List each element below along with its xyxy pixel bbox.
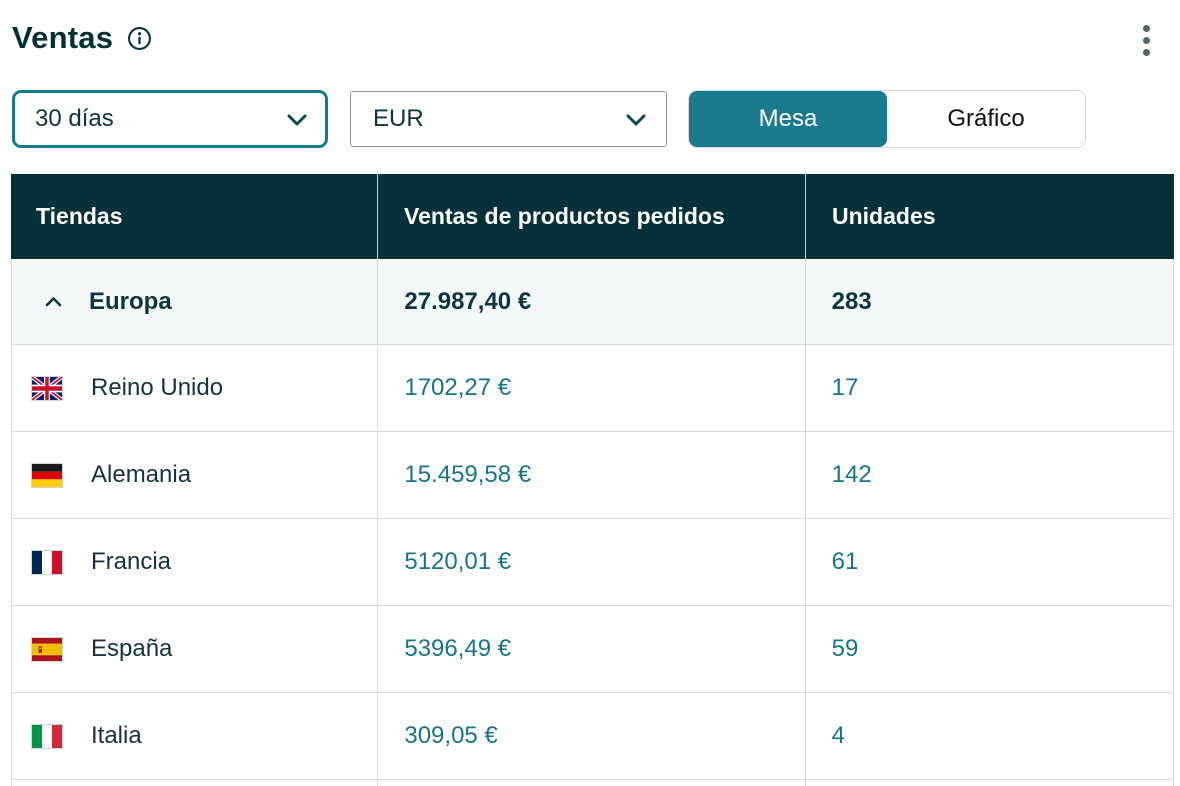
table-row-partial [11,780,1174,786]
country-name: Italia [91,722,142,749]
chevron-down-icon [287,105,307,133]
spain-flag-icon [32,637,62,661]
currency-select-value: EUR [373,105,424,132]
period-select[interactable]: 30 días [12,90,328,148]
country-name: Francia [91,548,172,575]
info-icon[interactable] [127,26,152,51]
country-name: Alemania [91,461,192,488]
units-value-link[interactable]: 142 [831,461,872,488]
sales-value-link[interactable]: 5120,01 € [404,548,512,575]
period-select-value: 30 días [35,105,114,132]
table-row: Italia 309,05 € 4 [11,693,1174,780]
sales-value-link[interactable]: 5396,49 € [404,635,512,662]
view-toggle: Mesa Gráfico [688,90,1086,148]
sales-value-link[interactable]: 15.459,58 € [404,461,532,488]
france-flag-icon [32,550,62,574]
table-row: Francia 5120,01 € 61 [11,519,1174,606]
germany-flag-icon [32,463,62,487]
region-name: Europa [89,287,172,315]
table-row: España 5396,49 € 59 [11,606,1174,693]
column-header-stores: Tiendas [36,203,123,229]
units-value-link[interactable]: 17 [831,374,859,401]
table-row: Alemania 15.459,58 € 142 [11,432,1174,519]
toggle-chart-button[interactable]: Gráfico [887,91,1085,147]
region-sales-value: 27.987,40 € [404,287,532,315]
widget-title: Ventas [12,20,114,55]
column-header-units: Unidades [805,174,1174,259]
uk-flag-icon [32,376,62,400]
region-row-europa[interactable]: Europa 27.987,40 € 283 [11,259,1174,345]
currency-select[interactable]: EUR [350,91,667,147]
toggle-table-button[interactable]: Mesa [689,91,887,147]
sales-table: Tiendas Ventas de productos pedidos Unid… [11,174,1174,786]
chevron-down-icon [626,105,646,133]
widget-header: Ventas [12,14,1170,62]
sales-value-link[interactable]: 309,05 € [404,722,498,749]
table-header-row: Tiendas Ventas de productos pedidos Unid… [11,174,1174,259]
controls-row: 30 días EUR Mesa Gráfico [0,90,1180,150]
units-value-link[interactable]: 59 [831,635,859,662]
units-value-link[interactable]: 4 [831,722,845,749]
collapse-chevron-up-icon[interactable] [45,296,62,307]
sales-value-link[interactable]: 1702,27 € [404,374,512,401]
country-name: Reino Unido [91,374,224,401]
column-header-sales: Ventas de productos pedidos [377,174,805,259]
region-units-value: 283 [831,287,872,315]
country-name: España [91,635,173,662]
table-row: Reino Unido 1702,27 € 17 [11,345,1174,432]
kebab-menu-icon[interactable] [1130,18,1162,62]
italy-flag-icon [32,724,62,748]
units-value-link[interactable]: 61 [831,548,859,575]
